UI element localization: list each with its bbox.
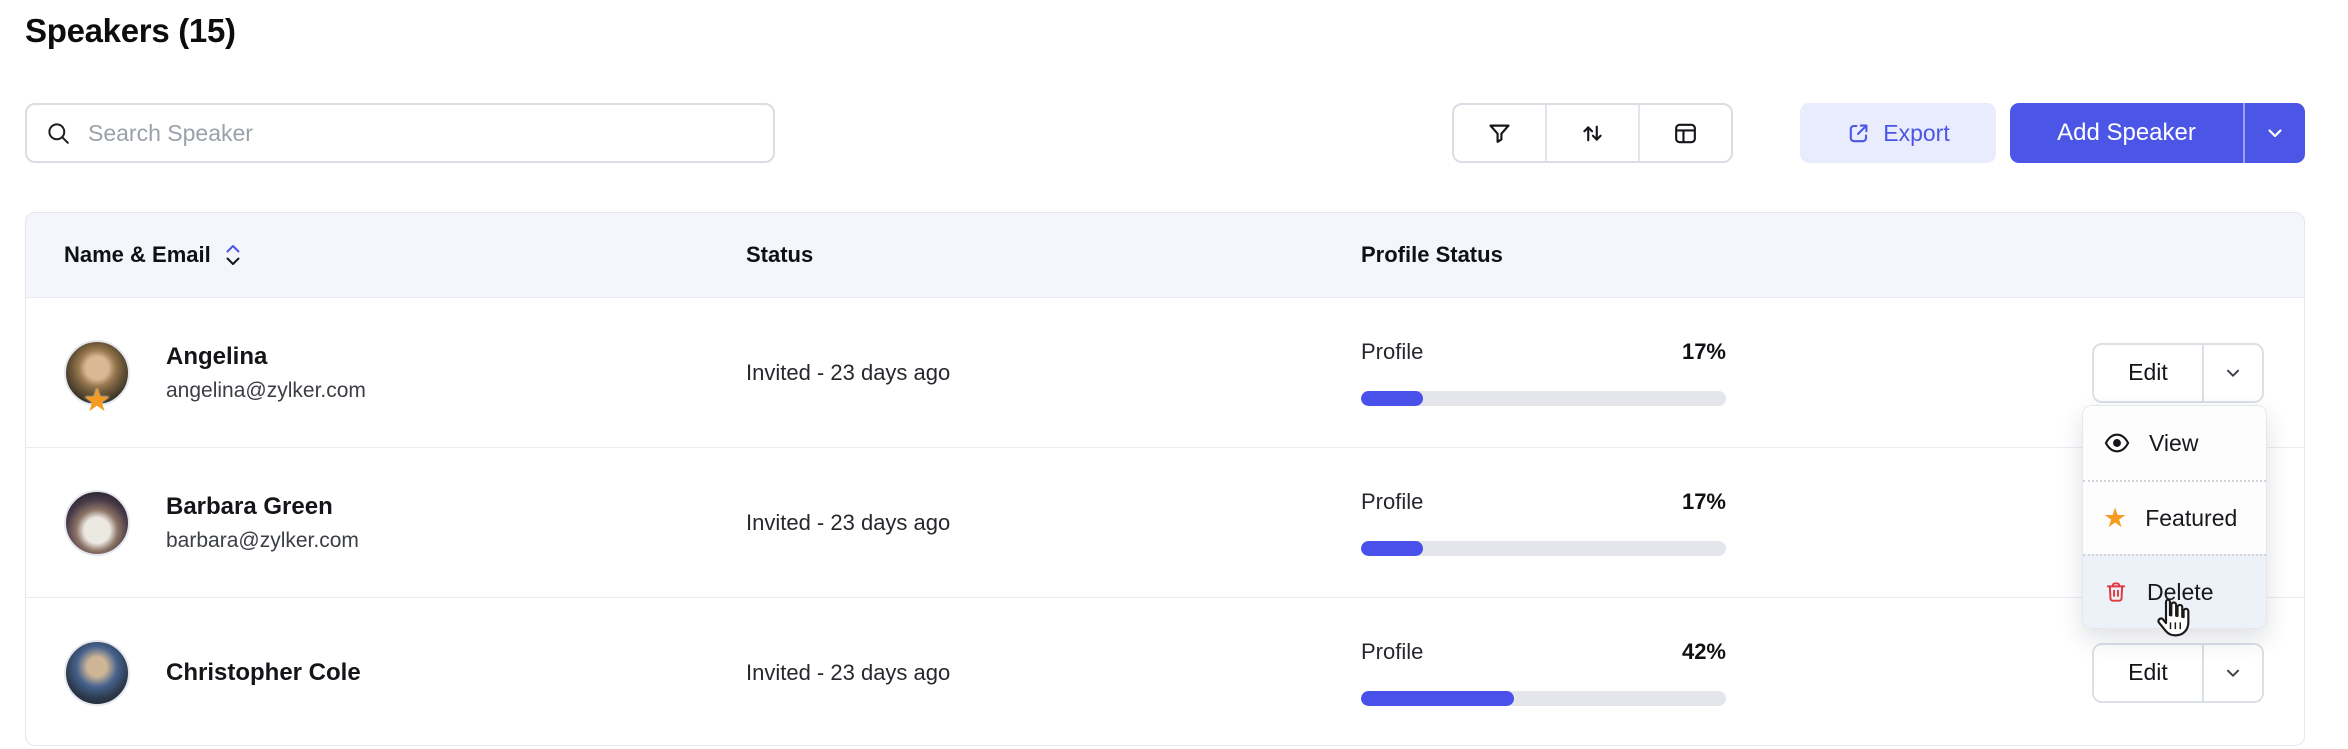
profile-label: Profile xyxy=(1361,639,1424,664)
columns-icon xyxy=(1675,123,1696,143)
avatar: ★ xyxy=(64,339,130,416)
person-info: Angelina angelina@zylker.com xyxy=(166,343,366,403)
speaker-name: Angelina xyxy=(166,342,268,370)
search-input[interactable] xyxy=(88,119,755,147)
featured-star-icon: ★ xyxy=(82,381,112,418)
progress-bar-fill xyxy=(1361,391,1424,406)
progress-bar-fill xyxy=(1361,691,1515,706)
edit-split-button: Edit xyxy=(2092,342,2264,403)
person-info: Barbara Green barbara@zylker.com xyxy=(166,493,359,553)
menu-item-featured[interactable]: ★ Featured xyxy=(2083,480,2266,554)
speakers-table: Name & Email Status Profile Status ★ Ang… xyxy=(25,212,2305,746)
search-icon xyxy=(48,122,69,144)
progress-bar xyxy=(1361,541,1726,556)
menu-item-view[interactable]: View xyxy=(2083,406,2266,480)
export-button[interactable]: Export xyxy=(1800,103,1996,163)
actions-cell: Edit xyxy=(1781,642,2304,703)
export-icon xyxy=(1850,124,1868,142)
eye-icon xyxy=(2104,433,2130,453)
profile-status-cell: Profile 42% xyxy=(1361,639,1726,706)
sort-arrows-icon xyxy=(1583,125,1602,141)
speaker-name: Barbara Green xyxy=(166,492,333,520)
table-row: Christopher Cole Invited - 23 days ago P… xyxy=(26,597,2304,745)
status-cell: Invited - 23 days ago xyxy=(746,359,951,385)
table-row: Barbara Green barbara@zylker.com Invited… xyxy=(26,447,2304,597)
name-email-cell: Barbara Green barbara@zylker.com xyxy=(26,489,746,556)
star-icon: ★ xyxy=(2103,502,2128,533)
trash-icon xyxy=(2106,582,2126,602)
sort-indicator-icon xyxy=(226,245,240,265)
chevron-down-icon xyxy=(2226,369,2240,377)
profile-status-cell: Profile 17% xyxy=(1361,339,1726,406)
column-header-name-email[interactable]: Name & Email xyxy=(26,241,746,269)
person-info: Christopher Cole xyxy=(166,659,361,687)
profile-percent: 17% xyxy=(1681,339,1726,364)
menu-item-label: Featured xyxy=(2145,504,2238,531)
profile-percent: 42% xyxy=(1681,639,1726,664)
profile-status-cell: Profile 17% xyxy=(1361,489,1726,556)
column-header-label: Name & Email xyxy=(64,242,211,267)
edit-caret-button[interactable] xyxy=(2202,644,2262,701)
progress-bar xyxy=(1361,691,1726,706)
menu-item-label: Delete xyxy=(2147,578,2214,605)
edit-caret-button[interactable] xyxy=(2202,344,2262,401)
row-action-menu: View ★ Featured Delete xyxy=(2082,405,2267,629)
status-cell: Invited - 23 days ago xyxy=(746,659,951,685)
funnel-icon xyxy=(1489,124,1510,143)
avatar xyxy=(64,639,130,706)
sort-button[interactable] xyxy=(1545,105,1638,161)
status-cell: Invited - 23 days ago xyxy=(746,509,951,535)
menu-item-label: View xyxy=(2149,429,2199,456)
table-tools-group xyxy=(1452,103,1733,163)
progress-bar-fill xyxy=(1361,541,1424,556)
chevron-down-icon xyxy=(2226,669,2240,677)
edit-button[interactable]: Edit xyxy=(2094,344,2202,401)
menu-item-delete[interactable]: Delete xyxy=(2083,554,2266,628)
add-speaker-button[interactable]: Add Speaker xyxy=(2010,103,2243,163)
table-row: ★ Angelina angelina@zylker.com Invited -… xyxy=(26,297,2304,447)
speaker-name: Christopher Cole xyxy=(166,658,361,686)
avatar xyxy=(64,489,130,556)
actions-cell: Edit xyxy=(1781,342,2304,403)
name-email-cell: ★ Angelina angelina@zylker.com xyxy=(26,339,746,416)
edit-split-button: Edit xyxy=(2092,642,2264,703)
profile-label: Profile xyxy=(1361,339,1424,364)
page-title: Speakers (15) xyxy=(25,12,236,49)
add-speaker-caret-button[interactable] xyxy=(2243,103,2305,163)
speaker-email: barbara@zylker.com xyxy=(166,528,359,552)
profile-percent: 17% xyxy=(1681,489,1726,514)
column-header-profile-status: Profile Status xyxy=(1361,242,1503,267)
search-box xyxy=(25,103,775,163)
add-speaker-split-button: Add Speaker xyxy=(2010,103,2305,163)
column-header-status: Status xyxy=(746,242,814,267)
table-header-row: Name & Email Status Profile Status xyxy=(26,213,2304,297)
progress-bar xyxy=(1361,391,1726,406)
filter-button[interactable] xyxy=(1454,105,1545,161)
columns-button[interactable] xyxy=(1638,105,1731,161)
export-label: Export xyxy=(1883,119,1950,146)
speaker-email: angelina@zylker.com xyxy=(166,378,366,402)
name-email-cell: Christopher Cole xyxy=(26,639,746,706)
chevron-down-icon xyxy=(2268,129,2282,138)
edit-button[interactable]: Edit xyxy=(2094,644,2202,701)
profile-label: Profile xyxy=(1361,489,1424,514)
